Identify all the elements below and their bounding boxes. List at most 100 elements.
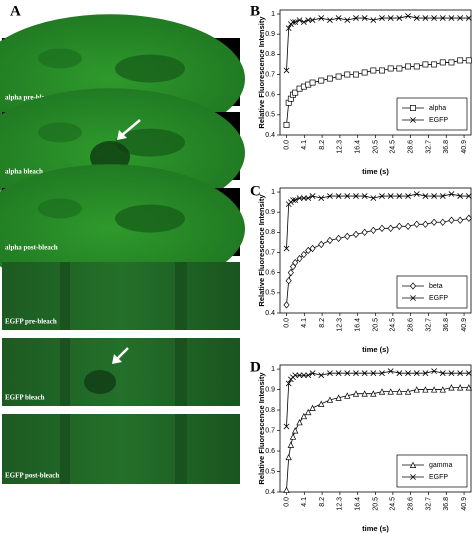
x-tick-label: 0.0	[283, 318, 290, 328]
y-tick-label: 0.4	[265, 132, 275, 139]
marker	[292, 89, 299, 96]
marker	[353, 15, 359, 21]
micrograph: EGFP pre-bleach	[2, 262, 240, 330]
dark-region	[115, 204, 185, 233]
marker	[370, 390, 377, 397]
marker	[318, 400, 325, 407]
marker	[387, 15, 394, 21]
x-tick-label: 8.2	[319, 140, 326, 150]
marker	[335, 234, 342, 243]
marker	[370, 195, 377, 201]
dark-region	[38, 48, 82, 69]
marker	[387, 224, 394, 232]
marker	[335, 394, 342, 401]
panel-label: C	[250, 183, 261, 199]
marker	[457, 15, 464, 21]
image-background	[2, 414, 240, 484]
dark-stripe	[175, 414, 187, 484]
marker	[405, 63, 412, 70]
x-tick-label: 24.5	[390, 140, 397, 154]
marker	[422, 386, 429, 393]
marker	[296, 372, 303, 379]
marker	[300, 195, 307, 201]
marker	[326, 396, 334, 403]
marker	[326, 236, 333, 245]
y-axis-label: Relative Fluorescence Intensity	[257, 194, 266, 307]
image-caption: alpha bleach	[5, 168, 43, 176]
marker	[344, 193, 351, 199]
marker	[448, 191, 455, 197]
marker	[422, 193, 429, 199]
marker	[422, 370, 429, 377]
dark-region	[38, 122, 82, 143]
y-tick-label: 0.9	[265, 31, 275, 38]
image-background	[2, 338, 240, 406]
marker	[292, 372, 299, 379]
arrow	[120, 119, 141, 137]
marker	[361, 69, 368, 76]
marker	[448, 370, 455, 377]
marker	[309, 17, 316, 23]
marker	[353, 193, 359, 199]
y-tick-label: 0.4	[265, 310, 275, 317]
legend-label: gamma	[429, 462, 452, 469]
marker	[300, 250, 307, 259]
marker	[283, 301, 290, 309]
chart: B 0.4 0.5 0.6 0.7 0.8 0.9 1 0.0 4.1 8.2 12.3 16.4 20.…	[250, 3, 472, 176]
marker	[378, 388, 386, 395]
marker	[318, 372, 325, 379]
marker	[285, 25, 292, 32]
marker	[283, 486, 290, 493]
x-tick-label: 0.0	[283, 497, 290, 507]
marker	[413, 386, 420, 393]
x-tick-label: 40.9	[461, 497, 468, 511]
dark-stripe	[60, 338, 70, 406]
marker	[379, 193, 385, 199]
marker	[344, 392, 351, 399]
dark-stripe	[60, 262, 70, 330]
marker	[439, 218, 446, 226]
marker	[431, 368, 437, 375]
marker	[305, 408, 312, 416]
x-tick-label: 16.4	[355, 318, 362, 332]
x-tick-label: 0.0	[283, 140, 290, 150]
dark-region	[115, 128, 185, 157]
x-tick-label: 16.4	[355, 140, 362, 154]
marker	[396, 388, 403, 395]
marker	[439, 370, 446, 377]
x-tick-label: 12.3	[337, 140, 344, 154]
marker	[327, 17, 333, 23]
y-tick-label: 0.9	[265, 386, 275, 393]
y-tick-label: 0.8	[265, 407, 275, 414]
dark-region	[115, 54, 185, 83]
marker	[300, 412, 308, 420]
marker	[296, 17, 303, 23]
marker	[396, 370, 403, 377]
x-tick-label: 4.1	[301, 497, 308, 507]
x-tick-label: 28.6	[408, 140, 415, 154]
image-panel: alpha pre-bleach alpha bleach alpha post-b…	[0, 14, 245, 484]
marker	[413, 220, 420, 228]
marker	[430, 386, 438, 393]
marker	[309, 244, 316, 253]
legend-label: EGFP	[429, 474, 448, 481]
x-tick-label: 40.9	[461, 140, 468, 154]
marker	[465, 384, 472, 391]
micrograph: EGFP post-bleach	[2, 414, 240, 484]
marker	[448, 384, 455, 391]
marker	[292, 197, 299, 203]
y-tick-label: 0.8	[265, 229, 275, 236]
marker	[431, 193, 437, 199]
marker	[290, 197, 296, 203]
marker	[353, 370, 359, 377]
y-tick-label: 0.5	[265, 468, 275, 475]
marker	[292, 258, 299, 267]
y-tick-label: 0.4	[265, 489, 275, 496]
marker	[396, 15, 403, 21]
marker	[370, 17, 377, 23]
marker	[285, 453, 292, 461]
marker	[413, 191, 420, 197]
marker	[448, 216, 455, 224]
marker	[344, 370, 351, 377]
marker	[387, 193, 394, 199]
